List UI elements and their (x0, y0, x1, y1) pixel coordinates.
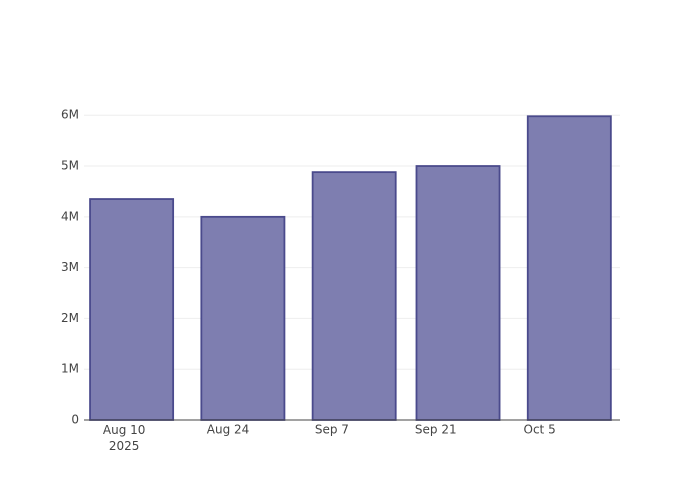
bar (200, 215, 286, 421)
bar (526, 115, 612, 421)
x-tick-label: Sep 7 (315, 423, 349, 437)
x-tick-label: Aug 10 2025 (103, 423, 146, 453)
x-tick-label: Aug 24 (207, 423, 250, 437)
y-tick-label: 0 (71, 413, 79, 427)
x-tick-label: Sep 21 (415, 423, 457, 437)
bar (415, 165, 501, 421)
x-tick-label: Oct 5 (524, 423, 556, 437)
y-tick-label: 6M (61, 108, 79, 122)
y-tick-label: 4M (61, 209, 79, 223)
bar (311, 171, 397, 421)
y-tick-label: 5M (61, 159, 79, 173)
y-tick-label: 2M (61, 311, 79, 325)
y-tick-label: 1M (61, 362, 79, 376)
y-tick-label: 3M (61, 260, 79, 274)
bar (89, 198, 175, 421)
